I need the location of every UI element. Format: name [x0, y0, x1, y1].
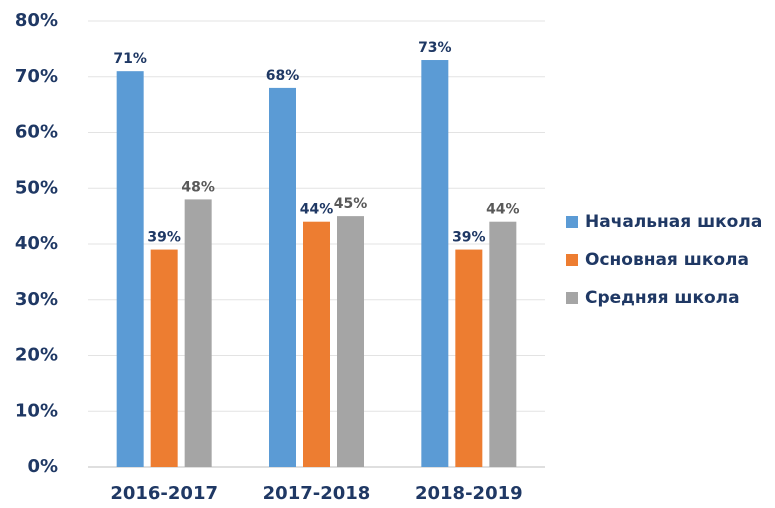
bar: [116, 71, 144, 468]
value-label: 68%: [266, 68, 300, 84]
y-tick-label: 40%: [15, 233, 58, 254]
x-tick-label: 2016-2017: [110, 483, 218, 504]
x-tick-label: 2017-2018: [263, 483, 371, 504]
bar: [455, 249, 483, 467]
y-tick-label: 10%: [15, 400, 58, 421]
bar: [489, 221, 517, 467]
value-label: 39%: [147, 230, 181, 246]
y-tick-label: 20%: [15, 345, 58, 366]
value-label: 45%: [334, 196, 368, 212]
x-tick-label: 2018-2019: [415, 483, 523, 504]
value-label: 44%: [300, 202, 334, 218]
value-label: 71%: [113, 51, 147, 67]
bar: [421, 60, 449, 468]
bar: [269, 87, 296, 468]
y-tick-label: 70%: [15, 66, 58, 87]
bar: [337, 216, 364, 467]
legend-swatch: [566, 292, 578, 304]
value-label: 73%: [418, 40, 452, 56]
legend-label: Средняя школа: [585, 288, 740, 308]
y-tick-label: 30%: [15, 289, 58, 310]
legend-label: Начальная школа: [585, 212, 762, 232]
bar: [303, 221, 330, 467]
y-tick-label: 50%: [15, 177, 58, 198]
legend-swatch: [566, 254, 578, 266]
legend-swatch: [566, 216, 578, 228]
bar: [150, 249, 178, 467]
legend-label: Основная школа: [585, 250, 749, 270]
y-tick-label: 60%: [15, 122, 58, 143]
bar: [184, 199, 212, 467]
value-label: 44%: [486, 202, 520, 218]
y-tick-label: 80%: [15, 10, 58, 31]
value-label: 48%: [181, 179, 215, 195]
y-tick-label: 0%: [27, 456, 58, 477]
value-label: 39%: [452, 230, 486, 246]
